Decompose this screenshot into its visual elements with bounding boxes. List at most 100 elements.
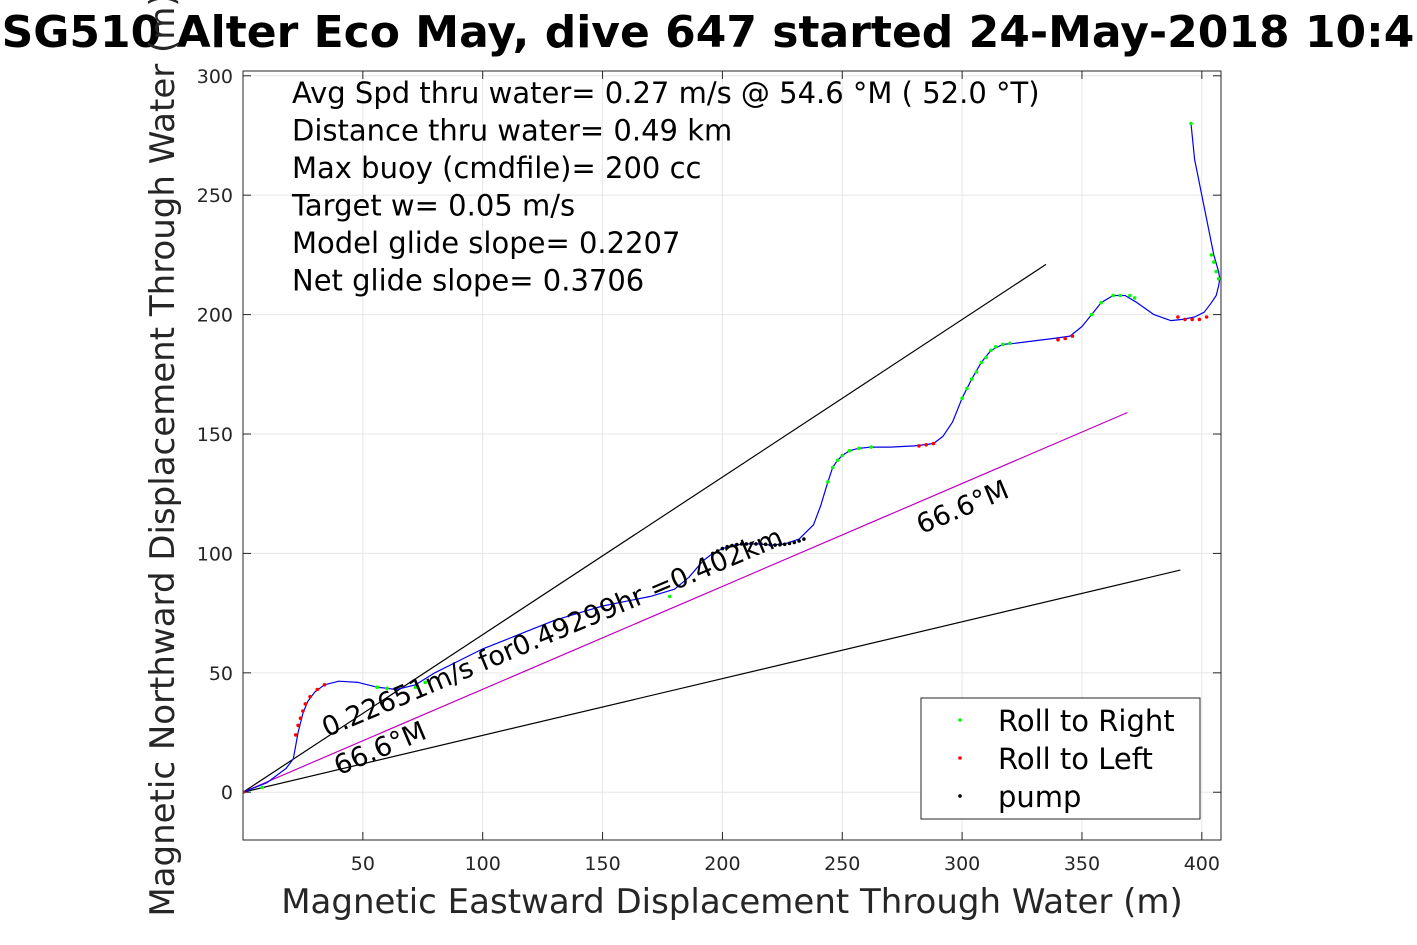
point-pump — [792, 540, 797, 545]
point-roll-to-right — [423, 680, 428, 685]
point-roll-to-left — [298, 716, 303, 720]
point-roll-to-right — [993, 345, 998, 349]
y-tick-label: 50 — [209, 663, 233, 685]
x-tick-label: 200 — [704, 853, 740, 875]
y-tick-label: 150 — [197, 424, 233, 446]
point-roll-to-left — [293, 733, 298, 737]
x-tick-label: 300 — [944, 853, 980, 875]
point-roll-to-left — [1063, 336, 1067, 341]
info-line: Net glide slope= 0.3706 — [292, 264, 644, 298]
y-tick-label: 300 — [197, 66, 233, 88]
legend-marker-roll-right — [958, 718, 962, 722]
point-roll-to-right — [974, 370, 979, 374]
x-tick-label: 100 — [465, 853, 501, 875]
point-roll-to-right — [840, 453, 845, 458]
info-text-block: Avg Spd thru water= 0.27 m/s @ 54.6 °M (… — [291, 76, 1040, 298]
point-roll-to-left — [1070, 334, 1075, 338]
point-roll-to-left — [1204, 315, 1209, 319]
point-roll-to-right — [1212, 260, 1216, 264]
point-roll-to-left — [303, 702, 308, 706]
x-axis-label: Magnetic Eastward Displacement Through W… — [281, 882, 1183, 922]
point-pump — [711, 551, 715, 556]
point-roll-to-right — [989, 348, 993, 353]
point-roll-to-left — [931, 441, 936, 446]
reference-line-lower-bound — [243, 569, 1181, 793]
point-pump — [715, 549, 720, 553]
point-roll-to-left — [924, 443, 928, 447]
point-roll-to-right — [969, 377, 974, 381]
legend-marker-pump — [958, 794, 962, 798]
point-pump — [725, 544, 729, 549]
y-tick-label: 250 — [197, 185, 233, 207]
point-pump — [744, 542, 749, 546]
plot-data — [243, 121, 1221, 794]
legend-marker-roll-left — [958, 756, 962, 760]
x-tick-label: 350 — [1064, 853, 1100, 875]
point-pump — [773, 543, 777, 547]
axis-ticks: 50 100 150 200 250 300 350 400 0 50 100 150 200 250 30… — [197, 66, 1221, 875]
point-roll-to-left — [322, 683, 327, 687]
point-roll-to-right — [830, 465, 835, 470]
point-roll-to-right — [1099, 300, 1103, 305]
point-roll-to-right — [1214, 269, 1218, 274]
point-pump — [749, 541, 753, 546]
legend-label-roll-left: Roll to Left — [998, 742, 1153, 776]
point-roll-to-left — [1183, 317, 1187, 322]
point-roll-to-right — [835, 458, 840, 463]
legend-box — [920, 697, 1201, 820]
point-roll-to-right — [1001, 342, 1005, 347]
point-roll-to-left — [308, 694, 312, 699]
legend: Roll to Right Roll to Left pump — [920, 697, 1201, 820]
y-tick-label: 200 — [197, 305, 233, 327]
point-pump — [759, 542, 763, 546]
point-pump — [802, 537, 806, 541]
point-roll-to-left — [1176, 315, 1180, 319]
point-roll-to-right — [857, 446, 861, 451]
point-pump — [735, 542, 739, 547]
point-roll-to-right — [1128, 293, 1132, 298]
point-roll-to-left — [1056, 337, 1060, 342]
point-pump — [782, 542, 787, 547]
point-roll-to-right — [984, 355, 988, 360]
x-tick-label: 150 — [584, 853, 620, 875]
x-tick-label: 400 — [1184, 853, 1220, 875]
point-roll-to-right — [1089, 312, 1094, 317]
point-roll-to-right — [375, 685, 380, 689]
point-roll-to-right — [1132, 296, 1137, 300]
point-roll-to-right — [260, 785, 265, 790]
point-roll-to-right — [847, 448, 852, 453]
info-line: Avg Spd thru water= 0.27 m/s @ 54.6 °M (… — [292, 76, 1040, 110]
point-pump — [797, 539, 801, 543]
point-roll-to-right — [1209, 253, 1214, 257]
point-roll-to-left — [1190, 317, 1194, 322]
point-roll-to-left — [917, 444, 921, 448]
point-roll-to-right — [826, 480, 830, 484]
point-roll-to-right — [1008, 341, 1012, 346]
point-pump — [787, 541, 792, 546]
y-axis-label: Magnetic Northward Displacement Through … — [143, 0, 183, 917]
point-roll-to-right — [385, 686, 389, 691]
point-roll-to-right — [1111, 293, 1115, 298]
point-roll-to-right — [413, 685, 418, 689]
point-roll-to-right — [667, 594, 672, 599]
annotations: 0.22651m/s for0.49299hr =0.402km66.6°M66… — [318, 474, 1014, 781]
point-roll-to-right — [1189, 121, 1193, 126]
legend-label-pump: pump — [998, 780, 1081, 814]
annotation-text: 66.6°M — [912, 474, 1013, 540]
point-roll-to-right — [965, 386, 969, 391]
point-roll-to-left — [296, 723, 300, 728]
point-pump — [778, 543, 782, 547]
point-roll-to-right — [960, 396, 964, 401]
info-line: Model glide slope= 0.2207 — [292, 226, 680, 260]
point-roll-to-right — [979, 360, 984, 365]
point-roll-to-left — [243, 790, 245, 794]
point-roll-to-left — [315, 687, 320, 692]
reference-line-heading-line — [243, 411, 1128, 793]
point-roll-to-right — [1216, 277, 1221, 281]
point-roll-to-right — [1118, 293, 1123, 298]
info-line: Target w= 0.05 m/s — [291, 189, 575, 223]
legend-label-roll-right: Roll to Right — [998, 704, 1175, 738]
chart-title: SG510 Alter Eco May, dive 647 started 24… — [2, 7, 1415, 58]
y-tick-label: 100 — [197, 543, 233, 565]
